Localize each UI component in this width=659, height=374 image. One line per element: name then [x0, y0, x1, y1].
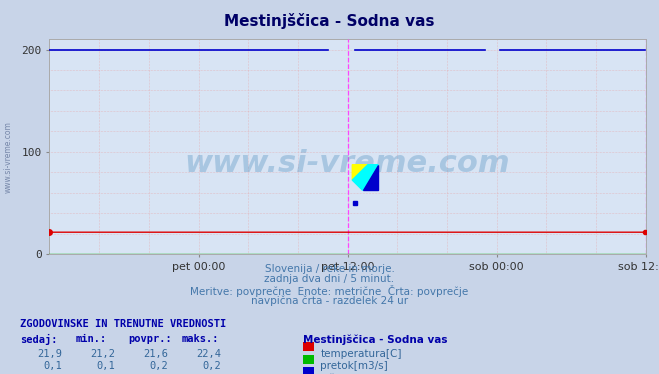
- Text: navpična črta - razdelek 24 ur: navpična črta - razdelek 24 ur: [251, 295, 408, 306]
- Polygon shape: [362, 165, 378, 190]
- Text: Mestinjščica - Sodna vas: Mestinjščica - Sodna vas: [224, 13, 435, 28]
- Text: pretok[m3/s]: pretok[m3/s]: [320, 361, 388, 371]
- Text: maks.:: maks.:: [181, 334, 219, 344]
- Text: min.:: min.:: [76, 334, 107, 344]
- Text: Meritve: povprečne  Enote: metrične  Črta: povprečje: Meritve: povprečne Enote: metrične Črta:…: [190, 285, 469, 297]
- Text: www.si-vreme.com: www.si-vreme.com: [3, 121, 13, 193]
- Text: 0,1: 0,1: [44, 361, 63, 371]
- Text: temperatura[C]: temperatura[C]: [320, 349, 402, 359]
- Text: 0,1: 0,1: [97, 361, 115, 371]
- Text: ZGODOVINSKE IN TRENUTNE VREDNOSTI: ZGODOVINSKE IN TRENUTNE VREDNOSTI: [20, 319, 226, 329]
- Text: Slovenija / reke in morje.: Slovenija / reke in morje.: [264, 264, 395, 274]
- Text: 0,2: 0,2: [150, 361, 168, 371]
- Text: 21,9: 21,9: [38, 349, 63, 359]
- Text: povpr.:: povpr.:: [129, 334, 172, 344]
- Text: 22,4: 22,4: [196, 349, 221, 359]
- Text: 0,2: 0,2: [202, 361, 221, 371]
- Text: 21,6: 21,6: [143, 349, 168, 359]
- Text: Mestinjščica - Sodna vas: Mestinjščica - Sodna vas: [303, 334, 447, 345]
- Text: sedaj:: sedaj:: [20, 334, 57, 345]
- Polygon shape: [353, 165, 368, 180]
- Text: zadnja dva dni / 5 minut.: zadnja dva dni / 5 minut.: [264, 274, 395, 284]
- Polygon shape: [353, 165, 378, 190]
- Text: 21,2: 21,2: [90, 349, 115, 359]
- Text: www.si-vreme.com: www.si-vreme.com: [185, 150, 511, 178]
